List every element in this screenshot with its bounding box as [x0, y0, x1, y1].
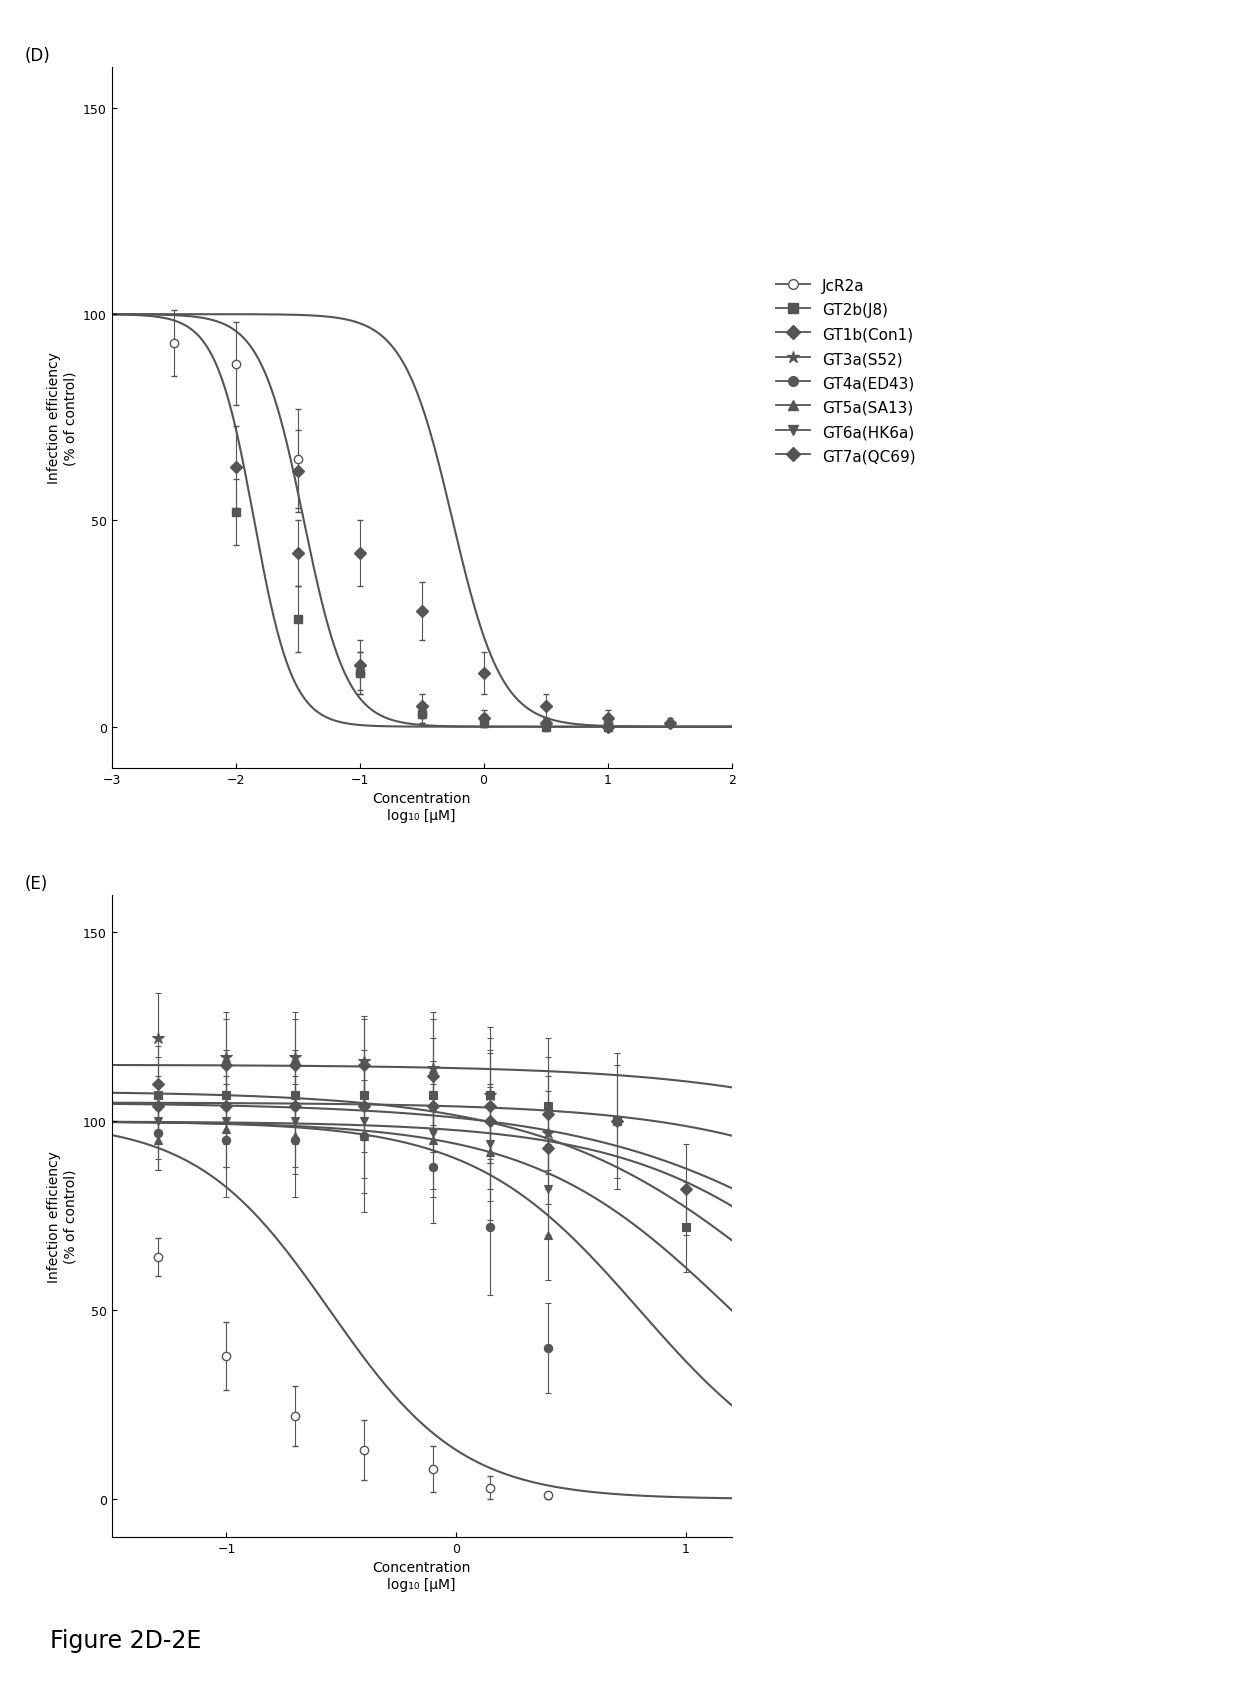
Text: (E): (E) — [25, 875, 48, 893]
X-axis label: Concentration
log₁₀ [μM]: Concentration log₁₀ [μM] — [372, 1561, 471, 1591]
Y-axis label: Infection efficiency
(% of control): Infection efficiency (% of control) — [47, 1150, 77, 1282]
X-axis label: Concentration
log₁₀ [μM]: Concentration log₁₀ [μM] — [372, 792, 471, 823]
Legend: JcR2a, GT2b(J8), GT1b(Con1), GT3a(S52), GT4a(ED43), GT5a(SA13), GT6a(HK6a), GT7a: JcR2a, GT2b(J8), GT1b(Con1), GT3a(S52), … — [776, 279, 916, 464]
Y-axis label: Infection efficiency
(% of control): Infection efficiency (% of control) — [47, 351, 77, 485]
Text: Figure 2D-2E: Figure 2D-2E — [50, 1628, 201, 1652]
Text: (D): (D) — [25, 47, 51, 64]
